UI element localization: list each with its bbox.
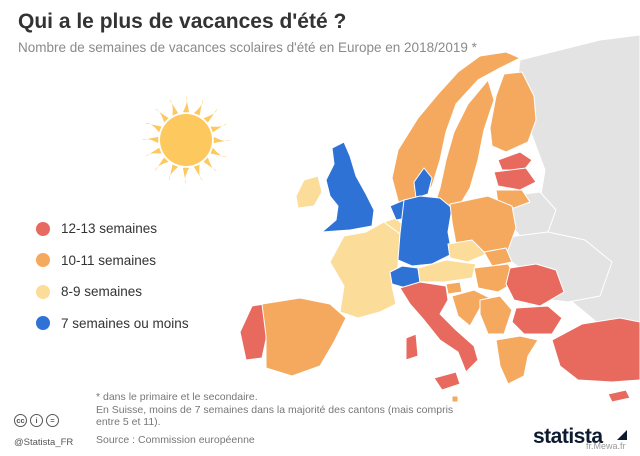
sun-ray [154,157,169,172]
statista-logo: statista [533,425,603,448]
legend-item: 10-11 semaines [36,250,189,271]
sun-ray [142,136,159,144]
legend-swatch [36,253,50,267]
country-cyprus [607,389,631,403]
country-spain [261,297,347,377]
country-italy [399,281,479,373]
sun-ray [213,136,230,144]
sun-ray [169,164,179,181]
country-sardinia [405,333,419,361]
equals-icon: = [46,414,59,427]
country-sicily [433,371,461,391]
legend-label: 8-9 semaines [61,284,143,299]
cc-icon: cc [14,414,27,427]
legend-label: 7 semaines ou moins [61,315,189,331]
sun-ray [182,96,190,113]
chart-title: Qui a le plus de vacances d'été ? [18,10,347,33]
country-finland [489,71,537,153]
sun-ray [182,167,190,184]
country-latvia [493,167,537,191]
sun-ray [203,108,218,123]
legend-swatch [36,316,50,330]
country-greece [495,335,539,385]
footnote-line-1: * dans le primaire et le secondaire. [96,391,258,403]
statista-logo-mark [617,430,627,440]
footnote-line-2: En Suisse, moins de 7 semaines dans la m… [96,403,454,429]
sun-ray [210,147,227,157]
sun-ray [210,123,227,133]
legend: 12-13 semaines 10-11 semaines 8-9 semaines… [36,218,189,344]
country-slovenia [445,281,463,295]
sun-ray [145,147,162,157]
country-ireland [295,175,323,209]
country-estonia [497,151,533,171]
sun-ray [145,123,162,133]
country-bulgaria [511,305,563,335]
country-slovakia [483,247,513,267]
legend-label: 10-11 semaines [61,252,157,268]
sun-icon [142,96,230,184]
country-france [329,221,401,319]
country-czechia [447,239,487,263]
twitter-handle: @Statista_FR [14,437,74,448]
footnote: * dans le primaire et le secondaire. En … [96,391,456,429]
sun-ray [193,164,203,181]
country-romania [505,263,565,307]
country-denmark [413,167,433,199]
source-note: Source : Commission européenne [96,434,255,446]
sun-ray [169,99,179,116]
legend-label: 12-13 semaines [61,221,158,236]
country-poland [449,195,517,255]
country-germany [397,195,453,267]
sun-ray [203,157,218,172]
legend-swatch [36,284,50,299]
legend-item: 8-9 semaines [36,281,189,302]
country-ukraine [499,231,613,303]
legend-swatch [36,221,50,236]
country-malta [451,395,459,403]
licence-icons: cc i = [14,414,62,427]
country-serbia [479,295,513,335]
chart-subtitle: Nombre de semaines de vacances scolaires… [18,40,477,55]
sun-ray [193,99,203,116]
sun-ray [154,108,169,123]
country-turkey [551,317,640,383]
person-icon: i [30,414,43,427]
watermark: fr.Mewa.fr [586,441,626,451]
legend-item: 7 semaines ou moins [36,313,189,334]
legend-item: 12-13 semaines [36,218,189,239]
country-united-kingdom [321,141,375,233]
